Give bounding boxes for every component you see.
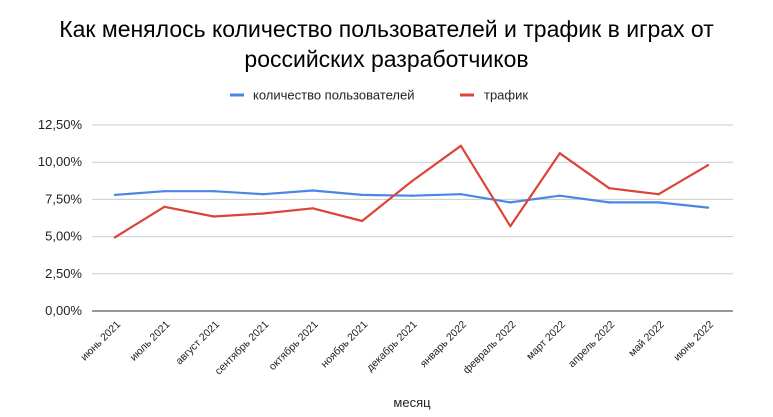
y-tick-label: 0,00% — [45, 303, 82, 318]
data-point — [607, 201, 611, 204]
x-tick-label: декабрь 2021 — [364, 319, 419, 374]
data-point — [706, 163, 710, 167]
data-point — [163, 205, 166, 209]
data-point — [558, 152, 561, 155]
chart-title-line-2: российских разработчиков — [244, 46, 529, 72]
data-point — [262, 212, 265, 215]
y-tick-label: 10,00% — [38, 154, 83, 169]
data-point — [706, 206, 710, 209]
data-point — [410, 194, 413, 197]
data-point — [509, 201, 512, 204]
x-tick-label: август 2021 — [173, 319, 222, 368]
data-point — [113, 236, 117, 239]
y-tick-label: 12,50% — [38, 117, 83, 132]
data-point — [360, 219, 364, 223]
data-point — [360, 193, 364, 197]
y-tick-label: 5,00% — [45, 229, 82, 244]
data-point — [459, 144, 463, 148]
data-point — [509, 224, 512, 228]
data-point — [163, 190, 166, 193]
data-point — [607, 187, 611, 190]
x-tick-label: ноябрь 2021 — [319, 319, 371, 371]
data-point — [212, 215, 216, 218]
legend-label-1: трафик — [484, 88, 528, 103]
x-tick-label: октябрь 2021 — [267, 319, 321, 373]
x-tick-label: июнь 2022 — [671, 319, 716, 364]
data-point — [212, 190, 216, 193]
chart-title-line-1: Как менялось количество пользователей и … — [59, 16, 714, 42]
y-tick-label: 2,50% — [45, 266, 82, 281]
legend-label-0: количество пользователей — [253, 88, 414, 103]
x-tick-label: июль 2021 — [128, 319, 173, 364]
x-tick-label: май 2022 — [626, 319, 667, 360]
x-tick-label: апрель 2022 — [566, 319, 618, 371]
x-axis-label: месяц — [393, 395, 431, 410]
y-tick-label: 7,50% — [45, 191, 82, 206]
chart-title: Как менялось количество пользователей и … — [0, 14, 773, 74]
x-tick-label: февраль 2022 — [461, 319, 519, 377]
data-point — [262, 192, 265, 196]
data-point — [459, 192, 463, 196]
x-tick-label: март 2022 — [524, 319, 568, 363]
data-point — [558, 194, 561, 197]
x-tick-label: июнь 2021 — [78, 319, 123, 364]
data-point — [657, 192, 660, 196]
data-point — [410, 180, 413, 183]
data-point — [113, 193, 117, 197]
data-point — [311, 189, 314, 192]
x-tick-label: январь 2022 — [418, 319, 469, 370]
data-point — [657, 201, 660, 204]
data-point — [311, 207, 314, 210]
